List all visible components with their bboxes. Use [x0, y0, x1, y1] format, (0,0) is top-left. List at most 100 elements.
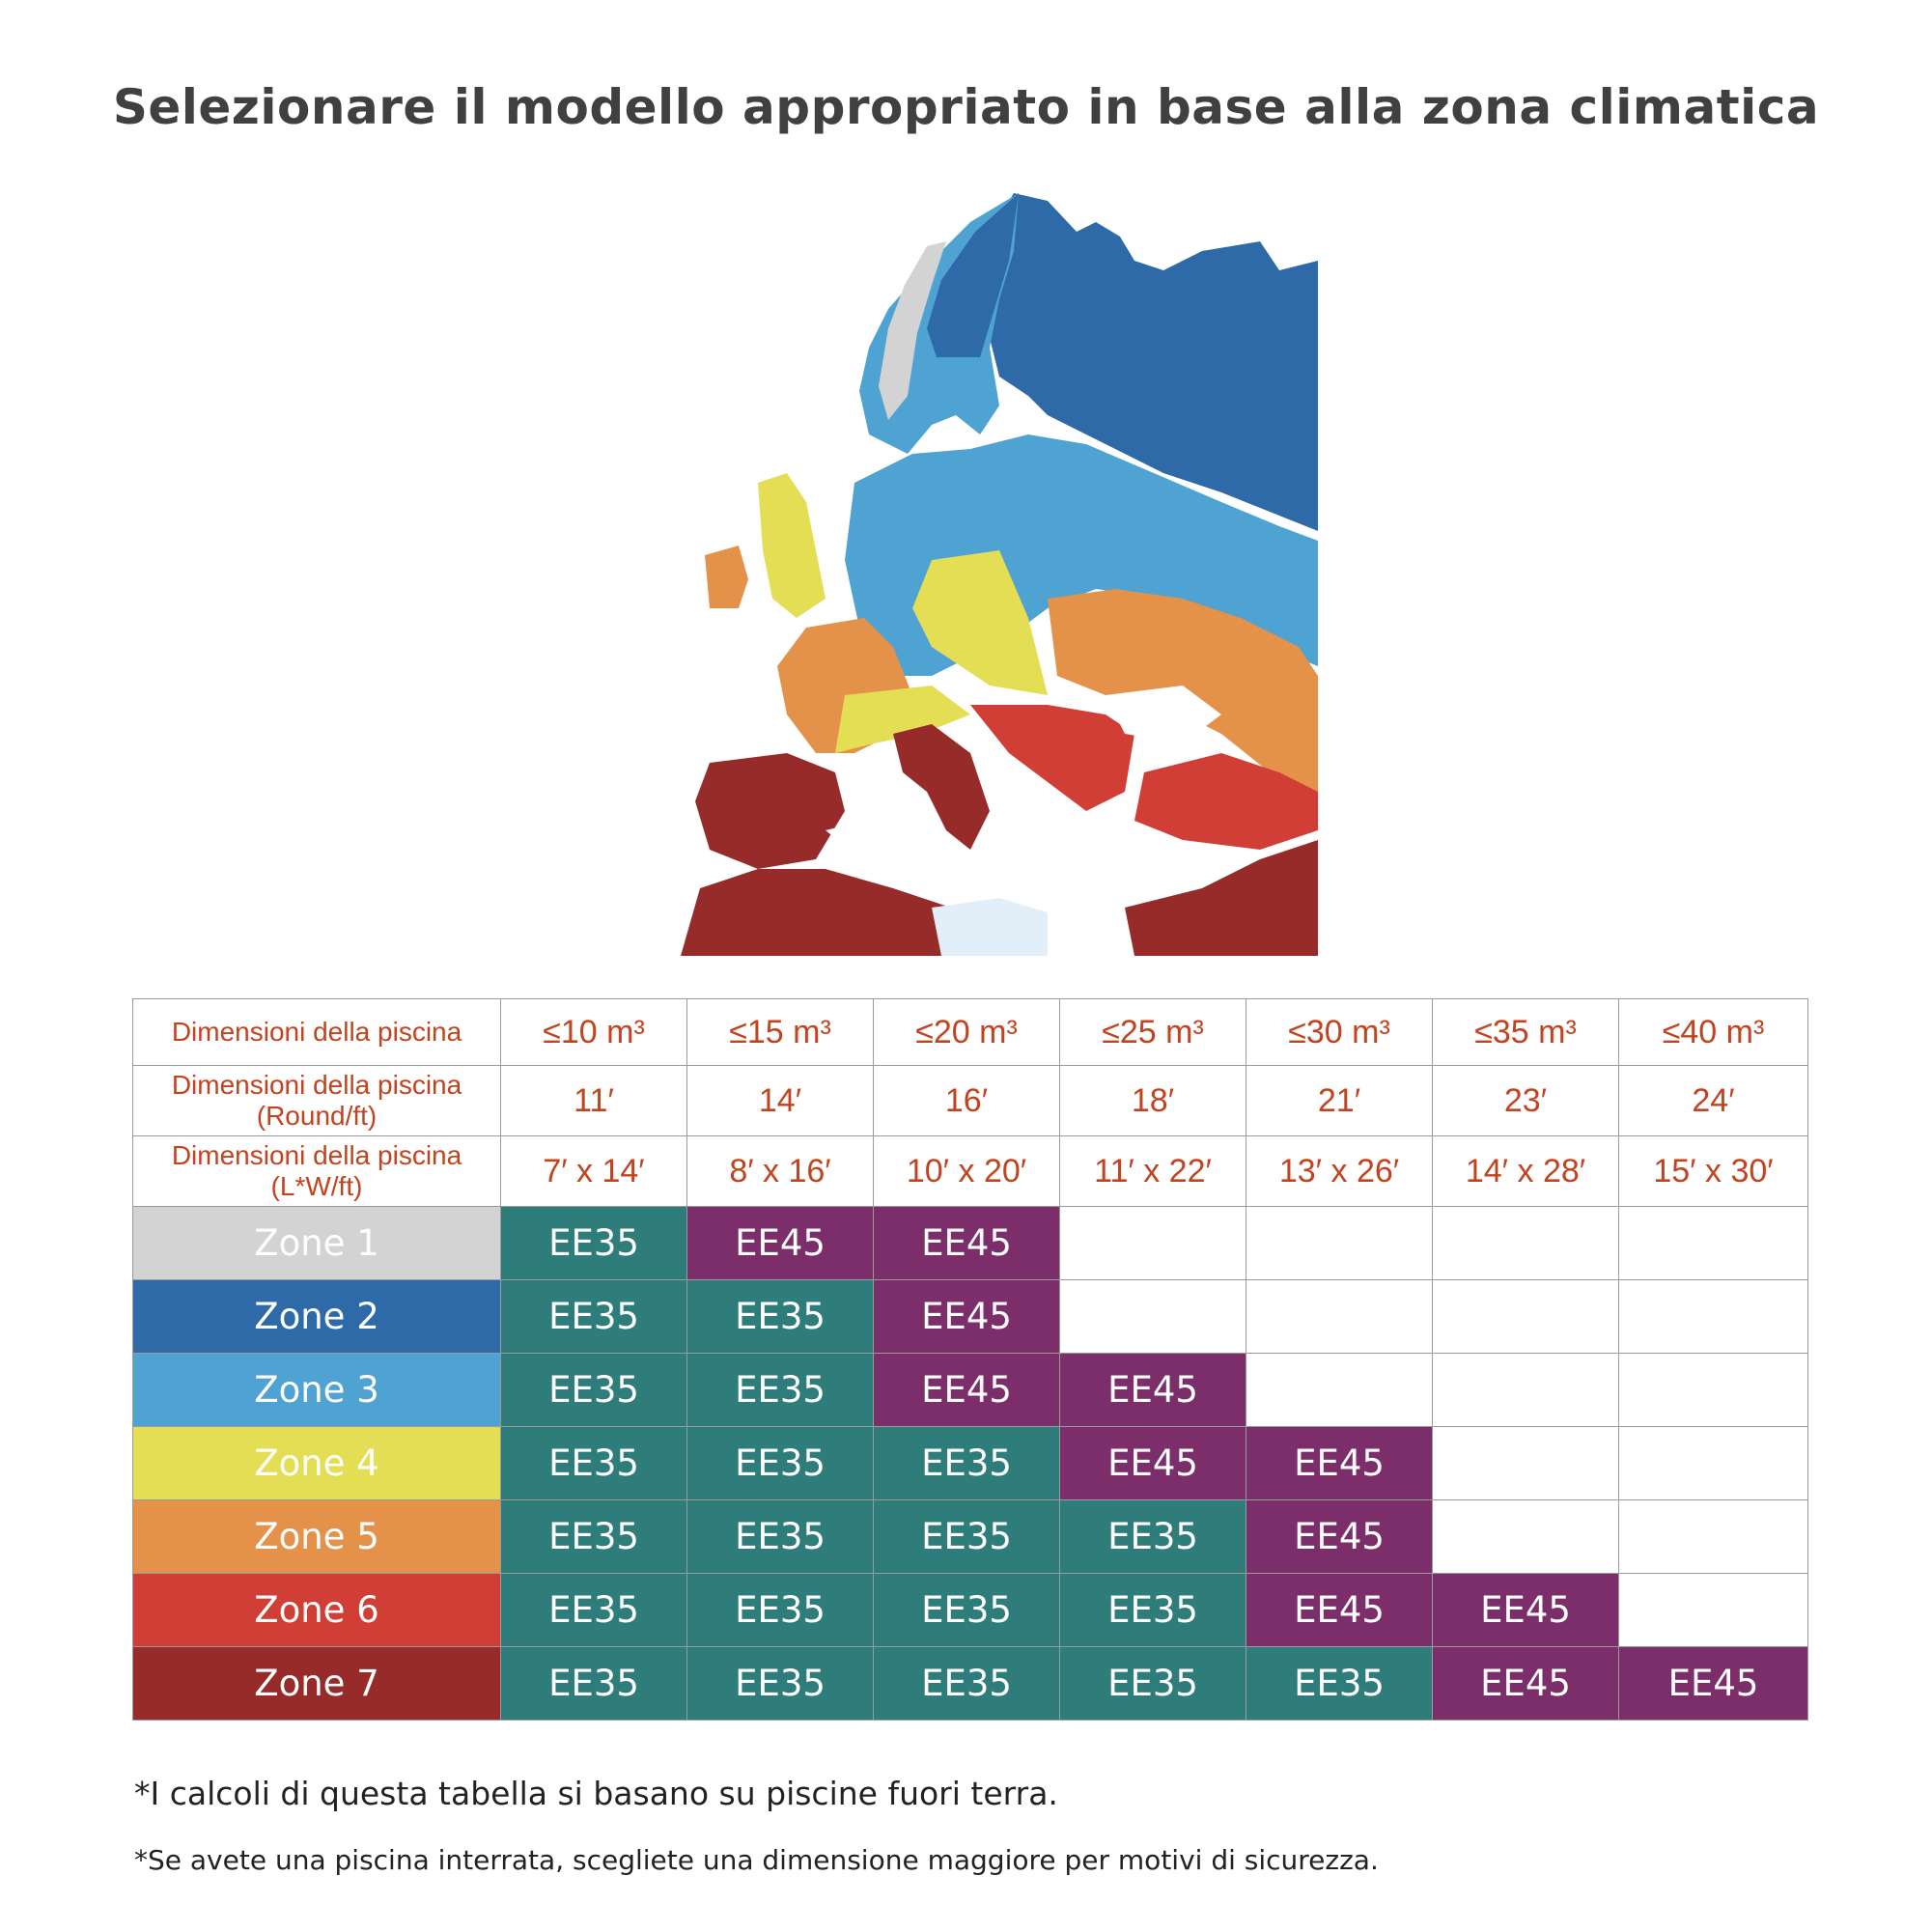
header-value: ≤40 m³: [1618, 998, 1808, 1066]
zone-row: Zone 2 EE35 EE35 EE45: [132, 1279, 1808, 1354]
header-value: ≤30 m³: [1246, 998, 1433, 1066]
model-cell: EE45: [1246, 1499, 1433, 1574]
header-value: ≤15 m³: [686, 998, 874, 1066]
zone-label: Zone 3: [132, 1353, 501, 1427]
empty-cell: [1432, 1499, 1619, 1574]
model-cell: EE35: [500, 1573, 687, 1647]
empty-cell: [1432, 1426, 1619, 1500]
empty-cell: [1432, 1206, 1619, 1280]
model-cell: EE45: [686, 1206, 874, 1280]
empty-cell: [1618, 1499, 1808, 1574]
empty-cell: [1618, 1573, 1808, 1647]
model-cell: EE45: [1059, 1353, 1246, 1427]
model-cell: EE35: [1059, 1573, 1246, 1647]
model-cell: EE35: [686, 1499, 874, 1574]
map-region-iberia: [695, 753, 845, 869]
header-value: 11′: [500, 1065, 687, 1136]
header-value: 23′: [1432, 1065, 1619, 1136]
header-value: 14′: [686, 1065, 874, 1136]
header-value: 16′: [873, 1065, 1060, 1136]
map-region-uk: [758, 473, 826, 618]
map-region-zone4: [912, 550, 1048, 695]
header-value: 21′: [1246, 1065, 1433, 1136]
model-cell: EE35: [500, 1353, 687, 1427]
header-value: 14′ x 28′: [1432, 1135, 1619, 1207]
model-cell: EE35: [686, 1353, 874, 1427]
model-cell: EE35: [1059, 1499, 1246, 1574]
header-value: 18′: [1059, 1065, 1246, 1136]
map-region-zone2-sweden: [927, 193, 1019, 357]
model-cell: EE35: [873, 1426, 1060, 1500]
zone-row: Zone 5 EE35 EE35 EE35 EE35 EE45: [132, 1499, 1808, 1574]
model-cell: EE35: [500, 1426, 687, 1500]
model-cell: EE35: [873, 1646, 1060, 1721]
header-value: 8′ x 16′: [686, 1135, 874, 1207]
model-cell: EE35: [1246, 1646, 1433, 1721]
map-region-zone1: [879, 241, 946, 420]
zone-row: Zone 3 EE35 EE35 EE45 EE45: [132, 1353, 1808, 1427]
header-value: ≤20 m³: [873, 998, 1060, 1066]
header-value: 24′: [1618, 1065, 1808, 1136]
model-cell: EE45: [1432, 1573, 1619, 1647]
header-value: ≤25 m³: [1059, 998, 1246, 1066]
map-region-north-africa: [681, 869, 970, 956]
empty-cell: [1059, 1206, 1246, 1280]
header-label: Dimensioni della piscina (L*W/ft): [132, 1135, 501, 1207]
model-cell: EE45: [873, 1206, 1060, 1280]
map-region-middle-east: [1125, 840, 1318, 956]
map-sea-black-sea: [1106, 686, 1221, 743]
zone-row: Zone 7 EE35 EE35 EE35 EE35 EE35 EE45 EE45: [132, 1646, 1808, 1721]
zone-label: Zone 2: [132, 1279, 501, 1354]
map-region-ireland: [705, 546, 748, 608]
map-region-libya-light: [932, 898, 1048, 956]
header-label: Dimensioni della piscina: [132, 998, 501, 1066]
empty-cell: [1618, 1426, 1808, 1500]
climate-zone-map: [681, 193, 1318, 956]
model-cell: EE35: [873, 1573, 1060, 1647]
model-cell: EE45: [873, 1279, 1060, 1354]
empty-cell: [1246, 1206, 1433, 1280]
model-cell: EE45: [1618, 1646, 1808, 1721]
header-row: Dimensioni della piscina (L*W/ft) 7′ x 14…: [132, 1135, 1808, 1207]
model-cell: EE35: [686, 1573, 874, 1647]
map-region-zone2: [985, 193, 1318, 531]
empty-cell: [1432, 1353, 1619, 1427]
model-cell: EE35: [500, 1646, 687, 1721]
zone-label: Zone 4: [132, 1426, 501, 1500]
model-cell: EE35: [1059, 1646, 1246, 1721]
header-value: 11′ x 22′: [1059, 1135, 1246, 1207]
header-value: ≤35 m³: [1432, 998, 1619, 1066]
header-value: 10′ x 20′: [873, 1135, 1060, 1207]
header-value: 7′ x 14′: [500, 1135, 687, 1207]
model-cell: EE45: [1246, 1573, 1433, 1647]
model-cell: EE45: [1059, 1426, 1246, 1500]
header-row: Dimensioni della piscina (Round/ft) 11′ 14…: [132, 1065, 1808, 1136]
map-region-zone4-south: [835, 686, 970, 753]
empty-cell: [1432, 1279, 1619, 1354]
header-value: 15′ x 30′: [1618, 1135, 1808, 1207]
empty-cell: [1618, 1206, 1808, 1280]
empty-cell: [1059, 1279, 1246, 1354]
model-cell: EE35: [873, 1499, 1060, 1574]
model-cell: EE45: [1246, 1426, 1433, 1500]
empty-cell: [1246, 1353, 1433, 1427]
model-selection-table: Dimensioni della piscina ≤10 m³ ≤15 m³ ≤20 …: [132, 998, 1808, 1721]
model-cell: EE35: [686, 1426, 874, 1500]
empty-cell: [1246, 1279, 1433, 1354]
note-above-ground: *I calcoli di questa tabella si basano s…: [134, 1775, 1058, 1812]
page-title: Selezionare il modello appropriato in ba…: [112, 79, 1820, 135]
empty-cell: [1618, 1353, 1808, 1427]
header-value: 13′ x 26′: [1246, 1135, 1433, 1207]
model-cell: EE35: [500, 1279, 687, 1354]
model-cell: EE35: [686, 1646, 874, 1721]
model-cell: EE35: [500, 1499, 687, 1574]
model-cell: EE35: [500, 1206, 687, 1280]
model-cell: EE45: [1432, 1646, 1619, 1721]
map-region-italy: [893, 724, 990, 850]
header-row: Dimensioni della piscina ≤10 m³ ≤15 m³ ≤20 …: [132, 998, 1808, 1066]
map-region-zone6-turkey: [1134, 753, 1318, 850]
empty-cell: [1618, 1279, 1808, 1354]
model-cell: EE45: [873, 1353, 1060, 1427]
model-cell: EE35: [686, 1279, 874, 1354]
zone-label: Zone 5: [132, 1499, 501, 1574]
